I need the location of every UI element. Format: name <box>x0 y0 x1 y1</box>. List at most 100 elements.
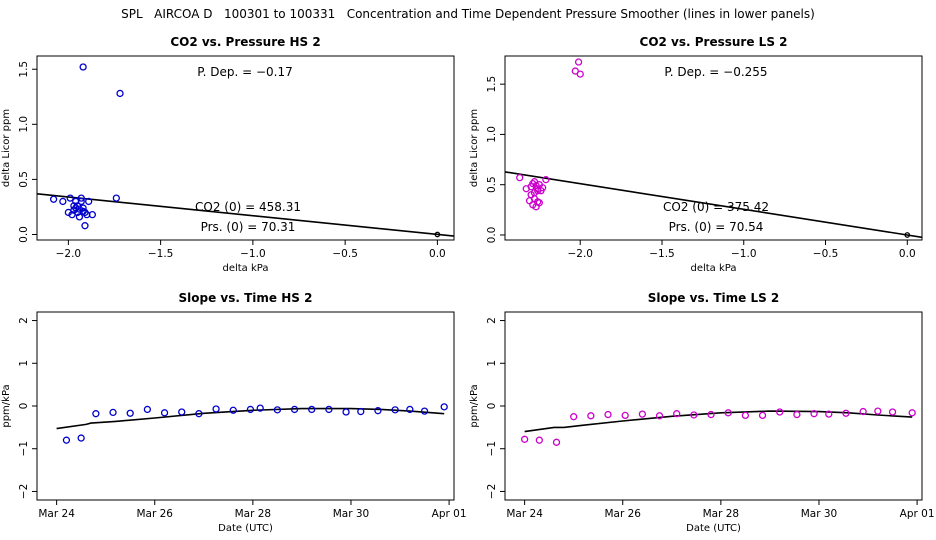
y-tick-label: −1 <box>486 441 498 456</box>
plot-frame <box>504 311 923 501</box>
data-point <box>874 407 882 415</box>
y-tick-label: 1 <box>18 360 30 367</box>
data-point <box>741 411 750 420</box>
data-point <box>112 194 120 202</box>
data-point <box>109 408 117 417</box>
y-tick-label: −2 <box>486 484 498 499</box>
x-tick-label: 0.0 <box>429 248 446 260</box>
data-point <box>516 174 524 182</box>
x-tick-label: Mar 28 <box>235 508 272 520</box>
data-point <box>81 222 89 230</box>
plot-data <box>37 63 454 238</box>
data-point <box>75 213 84 221</box>
data-point <box>75 205 84 213</box>
y-tick-label: 0.5 <box>18 171 30 188</box>
data-point <box>534 187 542 195</box>
smoother-curve <box>524 410 913 433</box>
data-point <box>810 410 818 418</box>
x-tick-label: −2.0 <box>567 248 593 260</box>
data-point <box>66 194 74 202</box>
data-point <box>195 410 203 418</box>
x-tick-label: Mar 24 <box>506 508 543 520</box>
data-point <box>673 410 681 418</box>
data-point <box>391 406 399 414</box>
annotation: Prs. (0) = 70.31 <box>201 220 296 234</box>
data-point <box>724 409 732 417</box>
x-tick-label: Mar 30 <box>333 508 370 520</box>
y-tick-label: 0 <box>486 403 498 410</box>
data-point <box>357 407 365 416</box>
panel-3: Slope vs. Time HS 2 Mar 24 Mar 26 Mar 28 Mar… <box>1 291 467 534</box>
panels: CO2 vs. Pressure HS 2 −2.0 −1.5 −1.0 −0.5 0.0… <box>1 35 935 534</box>
data-point <box>229 406 237 414</box>
y-tick-label: 2 <box>18 317 30 324</box>
plot-data <box>56 403 448 444</box>
data-point <box>825 410 833 418</box>
x-tick-label: 0.0 <box>899 248 916 260</box>
y-axis-label: delta Licor ppm <box>1 109 12 187</box>
x-tick-label: −1.5 <box>649 248 675 260</box>
x-axis-label: delta kPa <box>690 263 736 274</box>
data-point <box>434 231 441 238</box>
smoother-curve <box>56 407 445 430</box>
data-point <box>574 58 583 66</box>
data-point <box>143 405 152 414</box>
data-point <box>92 410 100 418</box>
annotation: P. Dep. = −0.255 <box>664 65 767 79</box>
annotation: CO2 (0) = 375.42 <box>663 200 769 214</box>
y-tick-label: 1.0 <box>18 116 30 133</box>
x-tick-label: −1.0 <box>240 248 266 260</box>
y-axis-label: delta Licor ppm <box>469 109 480 187</box>
panel-4: Slope vs. Time LS 2 Mar 24 Mar 26 Mar 28 Mar… <box>469 291 935 534</box>
data-point <box>325 405 333 414</box>
y-tick-label: 0.5 <box>486 176 498 193</box>
x-tick-label: −2.0 <box>56 248 82 260</box>
data-point <box>542 176 550 184</box>
plot-data <box>505 58 922 239</box>
y-tick-label: 0.0 <box>18 226 30 243</box>
x-tick-label: Apr 01 <box>432 508 467 520</box>
data-point <box>859 407 867 416</box>
data-point <box>406 405 414 414</box>
data-point <box>535 199 543 207</box>
plot-data <box>520 407 916 446</box>
data-point <box>256 404 264 412</box>
panel-1: CO2 vs. Pressure HS 2 −2.0 −1.5 −1.0 −0.5 0.0… <box>1 35 455 274</box>
y-tick-label: 0.0 <box>486 227 498 244</box>
data-point <box>290 405 299 414</box>
data-point <box>535 436 543 444</box>
data-point <box>85 197 93 206</box>
data-point <box>520 435 529 443</box>
data-point <box>79 207 87 216</box>
data-point <box>552 438 561 446</box>
data-point <box>570 413 578 421</box>
plot-frame <box>504 55 923 241</box>
x-axis-label: delta kPa <box>222 263 268 274</box>
x-tick-label: −1.0 <box>731 248 757 260</box>
plot-frame <box>36 55 455 241</box>
page-title: SPL AIRCOA D 100301 to 100331 Concentrat… <box>121 7 815 21</box>
data-point <box>655 412 664 420</box>
x-tick-label: Apr 01 <box>900 508 935 520</box>
panel-title: Slope vs. Time LS 2 <box>648 291 780 305</box>
x-tick-label: Mar 30 <box>801 508 838 520</box>
x-tick-label: −0.5 <box>813 248 839 260</box>
x-tick-label: −1.5 <box>148 248 174 260</box>
data-point <box>77 434 85 442</box>
y-axis-label: ppm/kPa <box>1 384 12 427</box>
x-axis-label: Date (UTC) <box>218 523 273 534</box>
data-point <box>621 411 629 420</box>
data-point <box>793 410 801 419</box>
fit-line <box>505 171 922 239</box>
data-point <box>77 194 85 202</box>
data-point <box>904 232 911 238</box>
y-tick-label: 1.5 <box>486 76 498 93</box>
data-point <box>576 70 584 78</box>
data-point <box>246 405 255 414</box>
data-point <box>126 409 134 417</box>
annotation: P. Dep. = −0.17 <box>197 65 293 79</box>
data-point <box>707 410 715 419</box>
data-point <box>604 410 612 419</box>
